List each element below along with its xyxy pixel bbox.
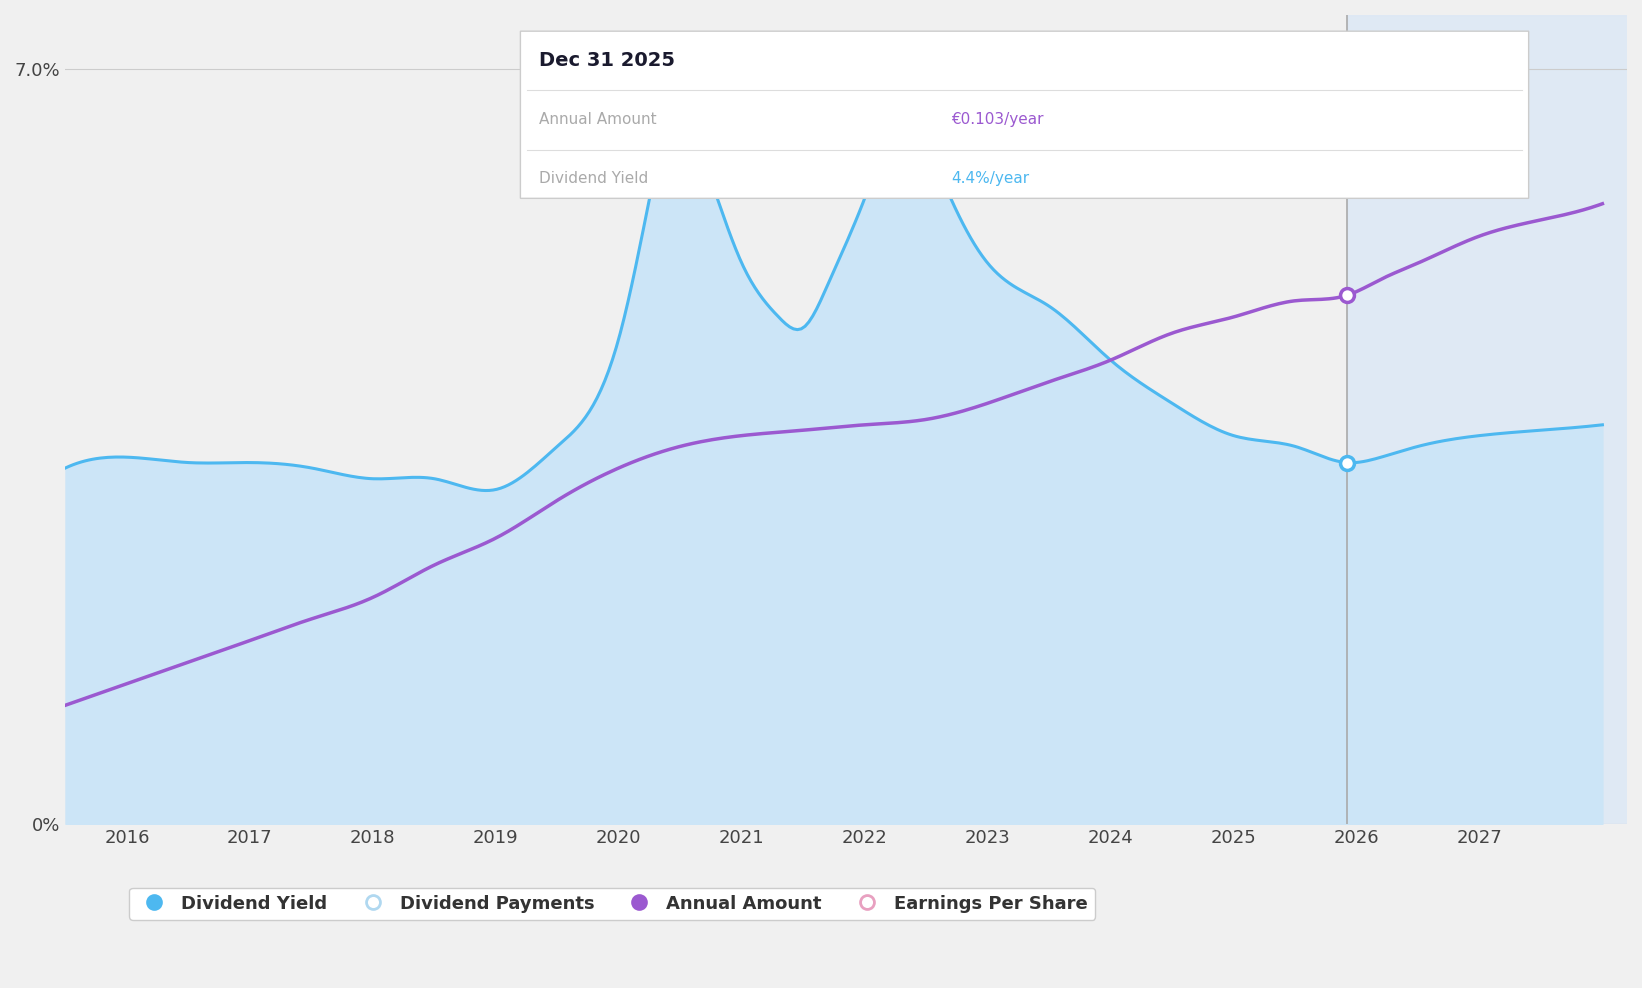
Legend: Dividend Yield, Dividend Payments, Annual Amount, Earnings Per Share: Dividend Yield, Dividend Payments, Annua…: [128, 887, 1095, 920]
Text: Analysts Forecasts: Analysts Forecasts: [1361, 80, 1516, 98]
Text: Dividend Yield: Dividend Yield: [539, 171, 649, 187]
Bar: [1346, 15, 1639, 824]
Text: Annual Amount: Annual Amount: [539, 112, 657, 127]
Text: €0.103/year: €0.103/year: [951, 112, 1043, 127]
Text: Dec 31 2025: Dec 31 2025: [539, 50, 675, 69]
Text: 4.4%/year: 4.4%/year: [951, 171, 1030, 187]
Text: Past: Past: [1300, 80, 1340, 98]
FancyBboxPatch shape: [521, 32, 1529, 199]
